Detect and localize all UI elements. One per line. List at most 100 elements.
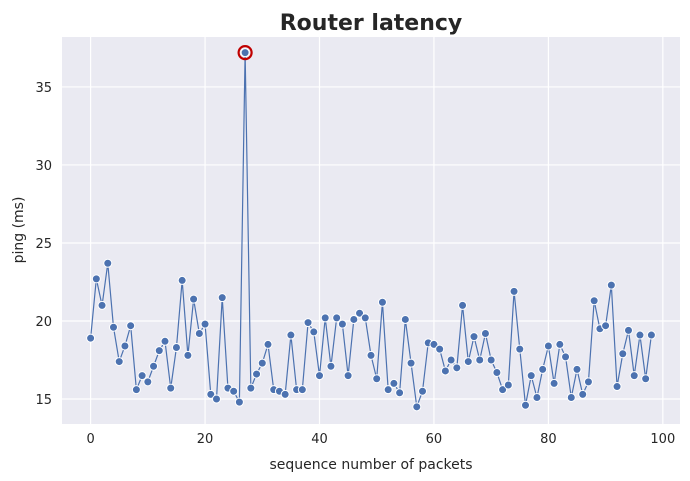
data-point	[400, 314, 410, 324]
data-point	[543, 341, 553, 351]
highlight-ring	[237, 45, 253, 61]
data-point	[429, 339, 439, 349]
data-point	[326, 361, 336, 371]
data-point	[246, 383, 256, 393]
data-point	[137, 371, 147, 381]
data-point	[458, 300, 468, 310]
y-axis-label: ping (ms)	[11, 197, 27, 264]
data-point	[612, 382, 622, 392]
data-point	[303, 318, 313, 328]
data-point	[97, 300, 107, 310]
data-point	[538, 364, 548, 374]
data-point	[601, 321, 611, 331]
data-point	[395, 388, 405, 398]
data-point	[257, 358, 267, 368]
y-tick-label: 30	[35, 159, 52, 174]
data-point	[583, 377, 593, 387]
data-point	[229, 386, 239, 396]
data-point	[320, 313, 330, 323]
data-point	[589, 296, 599, 306]
data-point	[109, 322, 118, 332]
data-point	[418, 386, 427, 396]
data-point	[641, 374, 651, 384]
y-tick-label: 15	[35, 393, 52, 408]
data-point	[377, 297, 387, 307]
data-point	[521, 400, 530, 410]
data-point	[555, 339, 565, 349]
data-point	[389, 378, 399, 388]
data-point	[143, 377, 153, 387]
data-point	[383, 385, 393, 395]
data-point	[149, 361, 159, 371]
data-point	[515, 344, 525, 354]
data-point	[332, 313, 342, 323]
y-tick-label: 25	[35, 237, 52, 252]
data-point	[177, 275, 187, 285]
data-point	[131, 385, 141, 395]
ticks: 0 20 40 60 80 100 15 20 25 30 35	[35, 81, 675, 447]
data-point	[498, 385, 508, 395]
data-point	[566, 392, 576, 402]
data-point	[446, 355, 456, 365]
data-point	[355, 308, 365, 318]
data-point	[120, 341, 130, 351]
data-point	[309, 327, 319, 337]
data-point	[297, 385, 307, 395]
data-point	[166, 383, 176, 393]
x-tick-label: 0	[86, 432, 94, 447]
data-point	[160, 336, 170, 346]
data-point	[126, 321, 136, 331]
data-point	[217, 293, 227, 303]
grid	[62, 37, 680, 424]
data-point	[91, 274, 101, 284]
data-point	[452, 363, 462, 373]
data-point	[360, 313, 370, 323]
data-point	[572, 364, 582, 374]
data-point	[86, 333, 96, 343]
data-point	[561, 352, 571, 362]
data-point	[183, 350, 193, 360]
y-tick-label: 35	[35, 81, 52, 96]
data-point	[486, 355, 496, 365]
series	[86, 45, 656, 412]
x-axis-label: sequence number of packets	[269, 457, 472, 473]
data-point	[194, 328, 204, 338]
data-point	[189, 294, 199, 304]
chart-title: Router latency	[280, 11, 463, 36]
x-tick-label: 80	[540, 432, 557, 447]
data-point	[475, 355, 485, 365]
data-point	[618, 349, 628, 359]
data-point	[526, 371, 536, 381]
data-point	[114, 357, 124, 367]
y-tick-label: 20	[35, 315, 52, 330]
data-point	[206, 389, 216, 399]
data-point	[343, 371, 353, 381]
data-point	[492, 368, 502, 378]
data-point	[469, 332, 479, 342]
data-point	[509, 286, 519, 296]
data-point	[212, 394, 221, 404]
data-point	[624, 325, 633, 335]
data-point	[578, 389, 588, 399]
x-tick-label: 40	[311, 432, 328, 447]
data-point	[349, 314, 359, 324]
data-point	[635, 330, 645, 340]
data-point	[503, 380, 513, 390]
data-point	[532, 392, 542, 402]
data-point	[286, 330, 296, 340]
data-point	[200, 319, 210, 329]
data-point	[440, 366, 450, 376]
data-point	[234, 397, 244, 407]
x-tick-label: 20	[197, 432, 214, 447]
data-point	[435, 344, 445, 354]
data-point	[646, 330, 656, 340]
data-point	[315, 371, 324, 381]
data-point	[366, 350, 376, 360]
data-point	[629, 371, 639, 381]
data-point	[171, 343, 181, 353]
data-point	[372, 374, 382, 384]
data-point	[240, 48, 250, 58]
data-point	[406, 358, 416, 368]
data-point	[280, 389, 290, 399]
